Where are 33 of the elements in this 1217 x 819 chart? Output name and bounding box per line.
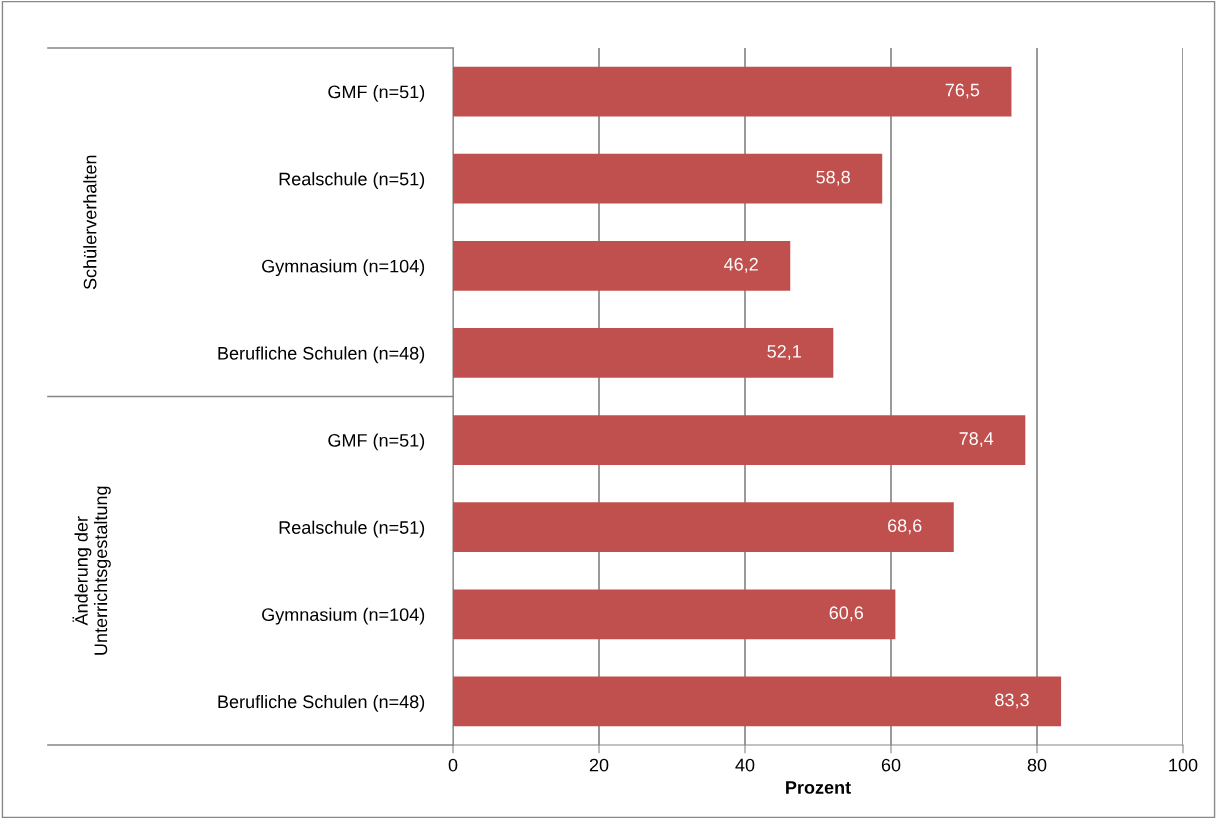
x-tick-label: 80 <box>1027 758 1047 772</box>
data-label: 78,4 <box>959 432 994 448</box>
y-tick-label: Gymnasium (n=104) <box>262 259 425 277</box>
data-label: 60,6 <box>829 606 864 622</box>
bar <box>453 328 834 378</box>
y-tick-label: GMF (n=51) <box>328 433 425 451</box>
bar <box>453 66 1012 117</box>
text: Änderung der Unterrichtsgestaltung <box>72 486 111 655</box>
data-label: 83,3 <box>995 693 1029 709</box>
data-label: 52,1 <box>767 345 801 360</box>
data-label: 76,5 <box>945 83 980 99</box>
x-axis-title: Prozent <box>786 781 851 794</box>
y-tick-label: Berufliche Schulen (n=48) <box>218 694 425 712</box>
x-tick-label: 60 <box>881 758 901 772</box>
y-tick-label: Gymnasium (n=104) <box>262 607 425 625</box>
y-tick-label: GMF (n=51) <box>328 85 425 102</box>
data-label: 68,6 <box>888 519 922 535</box>
bar <box>453 589 896 640</box>
x-tick-label: 100 <box>1169 758 1198 772</box>
y-tick-label: Berufliche Schulen (n=48) <box>218 346 425 364</box>
y-tick-label: Realschule (n=51) <box>279 520 425 538</box>
x-tick-label: 0 <box>448 758 458 772</box>
bar <box>453 240 791 291</box>
bar <box>453 676 1062 727</box>
bar <box>453 502 954 553</box>
bar <box>453 415 1026 465</box>
x-tick-label: 20 <box>589 758 609 772</box>
data-label: 58,8 <box>816 170 850 186</box>
text: Schülerverhalten <box>83 155 97 290</box>
data-label: 46,2 <box>724 257 758 273</box>
y-tick-label: Realschule (n=51) <box>279 172 425 189</box>
x-tick-label: 40 <box>735 758 755 772</box>
bar <box>453 153 883 204</box>
